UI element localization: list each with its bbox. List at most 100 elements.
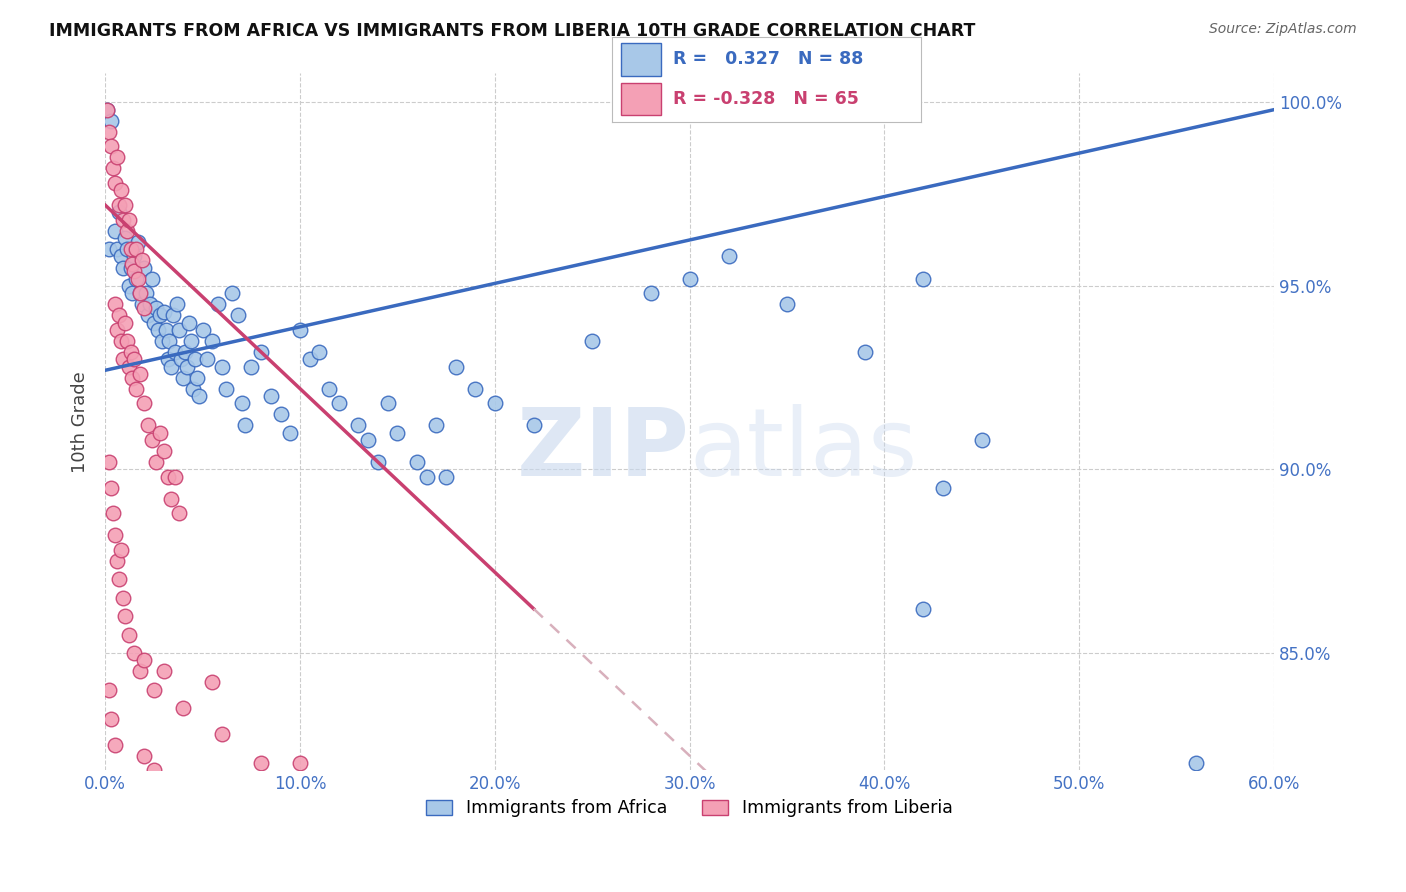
- Point: [129, 286, 152, 301]
- Point: [160, 359, 183, 374]
- Point: [120, 345, 142, 359]
- Point: [134, 396, 156, 410]
- Point: [149, 425, 172, 440]
- Point: [125, 242, 148, 256]
- Point: [776, 297, 799, 311]
- Point: [308, 345, 330, 359]
- Point: [100, 712, 122, 726]
- Point: [444, 359, 467, 374]
- Point: [98, 242, 121, 256]
- Point: [156, 469, 179, 483]
- Point: [104, 528, 127, 542]
- Point: [221, 286, 243, 301]
- Point: [131, 253, 153, 268]
- Point: [110, 334, 132, 348]
- Point: [357, 433, 380, 447]
- Point: [581, 334, 603, 348]
- Point: [134, 301, 156, 315]
- Bar: [621, 44, 661, 76]
- Point: [405, 455, 427, 469]
- Point: [127, 235, 149, 249]
- Point: [270, 407, 292, 421]
- Point: [105, 554, 128, 568]
- Point: [159, 334, 181, 348]
- Point: [318, 382, 340, 396]
- Point: [134, 260, 156, 275]
- Point: [110, 183, 132, 197]
- Point: [111, 260, 134, 275]
- Point: [121, 257, 143, 271]
- Point: [250, 756, 273, 770]
- Point: [231, 396, 253, 410]
- Point: [970, 433, 993, 447]
- Point: [150, 334, 173, 348]
- Point: [425, 418, 447, 433]
- Point: [174, 345, 197, 359]
- Point: [96, 103, 118, 117]
- Point: [100, 139, 122, 153]
- Point: [114, 231, 136, 245]
- Point: [250, 345, 273, 359]
- Point: [142, 316, 165, 330]
- Point: [484, 396, 506, 410]
- Point: [108, 198, 131, 212]
- Point: [191, 323, 214, 337]
- Point: [156, 352, 179, 367]
- Point: [146, 323, 169, 337]
- Point: [165, 345, 187, 359]
- Point: [176, 359, 198, 374]
- Point: [124, 352, 146, 367]
- Point: [170, 352, 193, 367]
- Point: [104, 224, 127, 238]
- Point: [101, 507, 124, 521]
- Point: [415, 469, 437, 483]
- Point: [152, 665, 174, 679]
- Point: [186, 370, 208, 384]
- Point: [105, 242, 128, 256]
- Point: [377, 396, 399, 410]
- Point: [105, 323, 128, 337]
- Point: [347, 418, 370, 433]
- Point: [134, 748, 156, 763]
- Point: [288, 756, 311, 770]
- Point: [912, 602, 935, 616]
- Point: [1185, 756, 1208, 770]
- Point: [288, 323, 311, 337]
- Point: [108, 308, 131, 322]
- Point: [129, 665, 152, 679]
- Point: [98, 125, 121, 139]
- Point: [110, 543, 132, 558]
- Point: [117, 627, 139, 641]
- Point: [180, 334, 202, 348]
- Point: [201, 334, 224, 348]
- Point: [108, 573, 131, 587]
- Point: [853, 345, 876, 359]
- Point: [131, 297, 153, 311]
- Point: [124, 264, 146, 278]
- Point: [464, 382, 486, 396]
- Point: [211, 726, 233, 740]
- Point: [141, 433, 163, 447]
- Point: [114, 198, 136, 212]
- Point: [328, 396, 350, 410]
- Point: [111, 591, 134, 605]
- Point: [100, 481, 122, 495]
- Point: [152, 304, 174, 318]
- Text: R =   0.327   N = 88: R = 0.327 N = 88: [673, 51, 863, 69]
- Point: [114, 316, 136, 330]
- Point: [105, 150, 128, 164]
- Point: [115, 242, 138, 256]
- Text: ZIP: ZIP: [516, 403, 689, 496]
- Point: [117, 212, 139, 227]
- Bar: [621, 83, 661, 115]
- Point: [145, 301, 167, 315]
- Point: [110, 250, 132, 264]
- Point: [160, 491, 183, 506]
- Point: [111, 212, 134, 227]
- Point: [145, 455, 167, 469]
- Point: [117, 278, 139, 293]
- Point: [104, 176, 127, 190]
- Point: [207, 297, 229, 311]
- Point: [142, 764, 165, 778]
- Point: [129, 286, 152, 301]
